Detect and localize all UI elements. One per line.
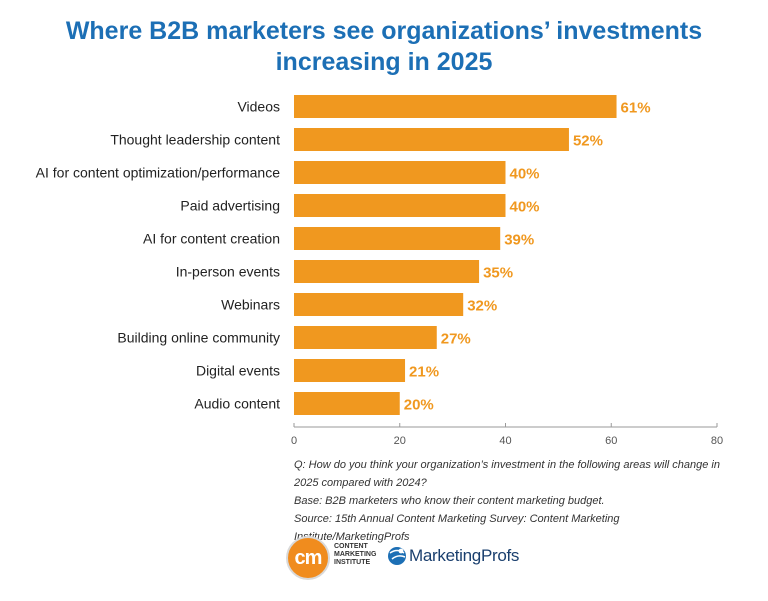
- bar: [294, 326, 437, 349]
- survey-base: Base: B2B marketers who know their conte…: [294, 495, 605, 507]
- data-label: 20%: [404, 397, 434, 414]
- x-tick-label: 60: [605, 435, 617, 447]
- category-label: In-person events: [176, 264, 280, 280]
- bar: [294, 293, 464, 316]
- category-label: AI for content optimization/performance: [36, 165, 281, 181]
- bar: [294, 128, 569, 151]
- cmi-word-1: CONTENT: [334, 543, 368, 550]
- cmi-mark: cm: [286, 536, 330, 580]
- cmi-wordmark: CONTENT MARKETING INSTITUTE: [334, 543, 394, 567]
- marketingprofs-wordmark: MarketingProfs: [409, 546, 520, 565]
- data-label: 40%: [510, 166, 540, 183]
- cmi-word-3: INSTITUTE: [334, 559, 371, 566]
- cmi-word-2: MARKETING: [334, 551, 377, 558]
- survey-question-line-2: 2025 compared with 2024?: [294, 477, 427, 489]
- category-label: Audio content: [194, 396, 280, 412]
- chart-notes: Q: How do you think your organization’s …: [294, 456, 734, 546]
- bar: [294, 95, 617, 118]
- category-label: Digital events: [196, 363, 280, 379]
- chart-title: Where B2B marketers see organizations’ i…: [0, 16, 768, 78]
- chart-title-line-1: Where B2B marketers see organizations’ i…: [65, 17, 703, 45]
- survey-question-line-1: Q: How do you think your organization’s …: [294, 459, 720, 471]
- x-tick-label: 40: [499, 435, 511, 447]
- marketingprofs-globe-icon: [388, 547, 406, 565]
- category-label: Paid advertising: [180, 198, 280, 214]
- data-label: 27%: [441, 331, 471, 348]
- data-label: 52%: [573, 133, 603, 150]
- bar-chart: Videos 61% Thought leadership content 52% AI…: [36, 95, 723, 447]
- bar: [294, 194, 506, 217]
- bar: [294, 392, 400, 415]
- data-label: 32%: [467, 298, 497, 315]
- category-label: Building online community: [117, 330, 280, 346]
- data-label: 35%: [483, 265, 513, 282]
- x-tick-label: 0: [291, 435, 297, 447]
- data-label: 40%: [510, 199, 540, 216]
- category-label: AI for content creation: [143, 231, 280, 247]
- category-label: Thought leadership content: [110, 132, 280, 148]
- data-label: 61%: [621, 100, 651, 117]
- bar: [294, 359, 406, 382]
- bar: [294, 227, 501, 250]
- bar: [294, 161, 506, 184]
- category-label: Videos: [237, 99, 280, 115]
- survey-source: Source: 15th Annual Content Marketing Su…: [294, 513, 620, 543]
- x-tick-label: 20: [394, 435, 406, 447]
- data-label: 39%: [504, 232, 534, 249]
- category-label: Webinars: [221, 297, 280, 313]
- bar: [294, 260, 480, 283]
- x-tick-label: 80: [711, 435, 723, 447]
- chart-title-line-2: increasing in 2025: [275, 48, 493, 76]
- data-label: 21%: [409, 364, 439, 381]
